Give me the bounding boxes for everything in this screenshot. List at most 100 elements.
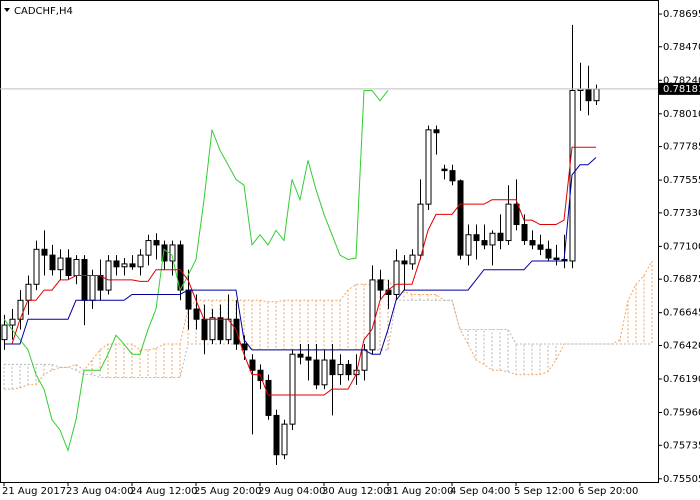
y-tick-label: 0.78695 — [663, 9, 700, 20]
candle-body — [505, 203, 512, 242]
candle-body — [457, 180, 464, 256]
x-tick-label: 24 Aug 12:00 — [130, 486, 197, 497]
candle-body — [553, 257, 560, 261]
candle-body — [193, 308, 200, 320]
last-price-label: 0.78181 — [663, 84, 700, 95]
x-tick-label: 5 Sep 12:00 — [514, 486, 574, 497]
indicator-line — [4, 146, 596, 396]
x-tick-label: 6 Sep 20:00 — [578, 486, 638, 497]
x-tick-label: 30 Aug 12:00 — [322, 486, 389, 497]
candle-body — [409, 254, 416, 265]
candle-body — [369, 279, 376, 351]
candle-body — [1, 324, 8, 341]
candle-body — [185, 289, 192, 310]
candle-body — [329, 359, 336, 376]
candle-body — [249, 359, 256, 371]
candle-body — [145, 240, 152, 256]
chart-title: CADCHF,H4 — [14, 6, 73, 17]
candle-body — [17, 299, 24, 320]
x-tick-label: 21 Aug 2017 — [2, 486, 66, 497]
candle-body — [489, 232, 496, 246]
candle-body — [297, 353, 304, 358]
plot-layer — [0, 24, 658, 465]
last-price-box — [659, 82, 700, 95]
indicator-line — [4, 157, 597, 355]
candle-body — [321, 359, 328, 386]
candle-body — [113, 260, 120, 268]
candle-body — [73, 259, 80, 277]
candle-body — [465, 234, 472, 256]
y-tick-label: 0.77785 — [663, 142, 700, 153]
x-tick-label: 25 Aug 20:00 — [194, 486, 261, 497]
candle-body — [449, 170, 456, 182]
candle-body — [121, 263, 128, 268]
candle-body — [81, 259, 88, 301]
cloud-edge — [4, 299, 652, 379]
y-tick-label: 0.76645 — [663, 308, 700, 319]
candle-body — [361, 349, 368, 371]
candle-body — [153, 240, 160, 246]
y-tick-label: 0.77555 — [663, 175, 700, 186]
candle-body — [201, 318, 208, 341]
candle-body — [529, 240, 536, 246]
candle-body — [473, 234, 480, 242]
candle-body — [41, 248, 48, 256]
x-tick-label: 29 Aug 04:00 — [258, 486, 325, 497]
candle-body — [65, 257, 72, 277]
candle-body — [313, 359, 320, 386]
x-tick-label: 31 Aug 20:00 — [386, 486, 453, 497]
candle-body — [513, 203, 520, 226]
candle-body — [105, 260, 112, 291]
x-tick-label: 23 Aug 04:00 — [66, 486, 133, 497]
candle-body — [521, 224, 528, 242]
candle-body — [25, 283, 32, 301]
candle-body — [545, 248, 552, 259]
candle-body — [441, 168, 448, 172]
candle-body — [49, 254, 56, 271]
candle-body — [57, 257, 64, 271]
candle-body — [401, 260, 408, 265]
candle-body — [593, 88, 600, 102]
candle-body — [9, 318, 16, 326]
candle-body — [265, 379, 272, 416]
indicator-line — [3, 89, 389, 452]
candle-body — [497, 232, 504, 242]
candle-body — [217, 317, 224, 341]
candle-body — [585, 88, 592, 102]
candle-body — [337, 363, 344, 376]
candle-body — [89, 275, 96, 301]
candle-body — [481, 240, 488, 246]
candle-body — [305, 356, 312, 361]
candle-body — [433, 129, 440, 134]
candle-body — [425, 129, 432, 205]
candle-body — [273, 414, 280, 456]
candle-body — [281, 423, 288, 456]
title-arrow — [4, 8, 10, 12]
y-tick-label: 0.76875 — [663, 274, 700, 285]
candle-body — [209, 317, 216, 341]
candle-body — [129, 263, 136, 268]
candle-body — [393, 260, 400, 295]
candle-body — [161, 244, 168, 262]
y-tick-label: 0.75505 — [663, 474, 700, 485]
candle-body — [289, 353, 296, 425]
candle-body — [417, 203, 424, 256]
y-tick-label: 0.75735 — [663, 440, 700, 451]
plot-frame — [0, 0, 659, 483]
candle-body — [137, 254, 144, 268]
x-tick-label: 4 Sep 04:00 — [450, 486, 510, 497]
candle-body — [537, 244, 544, 250]
candle-body — [97, 275, 104, 291]
candle-body — [569, 89, 576, 262]
candle-body — [33, 248, 40, 285]
